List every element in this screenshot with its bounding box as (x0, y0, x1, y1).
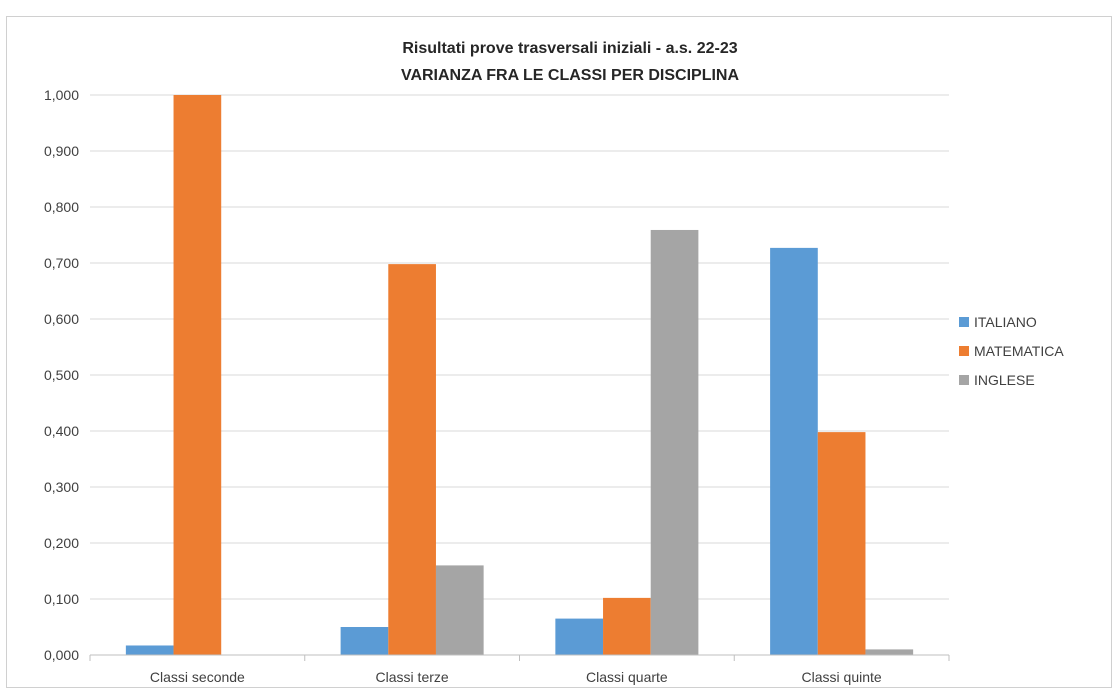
y-tick-label: 0,700 (44, 255, 79, 271)
bar-matematica-3 (603, 597, 651, 655)
y-tick-label: 1,000 (44, 87, 79, 103)
y-tick-label: 0,000 (44, 647, 79, 663)
x-tick-label: Classi quarte (586, 669, 668, 685)
y-tick-label: 0,800 (44, 199, 79, 215)
y-tick-label: 0,600 (44, 311, 79, 327)
legend-label-matematica: MATEMATICA (974, 343, 1064, 359)
bar-matematica-1 (173, 95, 222, 655)
bar-italiano-2 (340, 627, 389, 655)
legend-swatch-inglese (959, 375, 969, 385)
axes: 0,000 0,100 0,200 0,300 0,400 0,500 0,600 0,700… (44, 87, 950, 685)
legend: ITALIANO MATEMATICA INGLESE (959, 314, 1064, 388)
bar-italiano-4 (770, 247, 818, 655)
bar-inglese-3 (650, 229, 699, 655)
y-tick-label: 0,100 (44, 591, 79, 607)
chart-subtitle: VARIANZA FRA LE CLASSI PER DISCIPLINA (401, 67, 740, 84)
bar-matematica-4 (817, 432, 866, 655)
y-tick-label: 0,200 (44, 535, 79, 551)
x-tick-label: Classi seconde (150, 669, 245, 685)
legend-label-inglese: INGLESE (974, 372, 1035, 388)
y-tick-label: 0,300 (44, 479, 79, 495)
bar-matematica-2 (388, 264, 436, 655)
y-tick-label: 0,400 (44, 423, 79, 439)
bar-inglese-4 (865, 649, 914, 655)
bar-italiano-1 (125, 645, 174, 655)
y-tick-label: 0,900 (44, 143, 79, 159)
bar-italiano-3 (555, 618, 604, 655)
bars (125, 95, 914, 655)
x-tick-label: Classi quinte (802, 669, 882, 685)
legend-swatch-italiano (959, 317, 969, 327)
legend-swatch-matematica (959, 346, 969, 356)
chart-title: Risultati prove trasversali iniziali - a… (402, 40, 737, 57)
bar-inglese-2 (435, 565, 484, 655)
legend-label-italiano: ITALIANO (974, 314, 1037, 330)
x-tick-label: Classi terze (376, 669, 449, 685)
y-tick-label: 0,500 (44, 367, 79, 383)
